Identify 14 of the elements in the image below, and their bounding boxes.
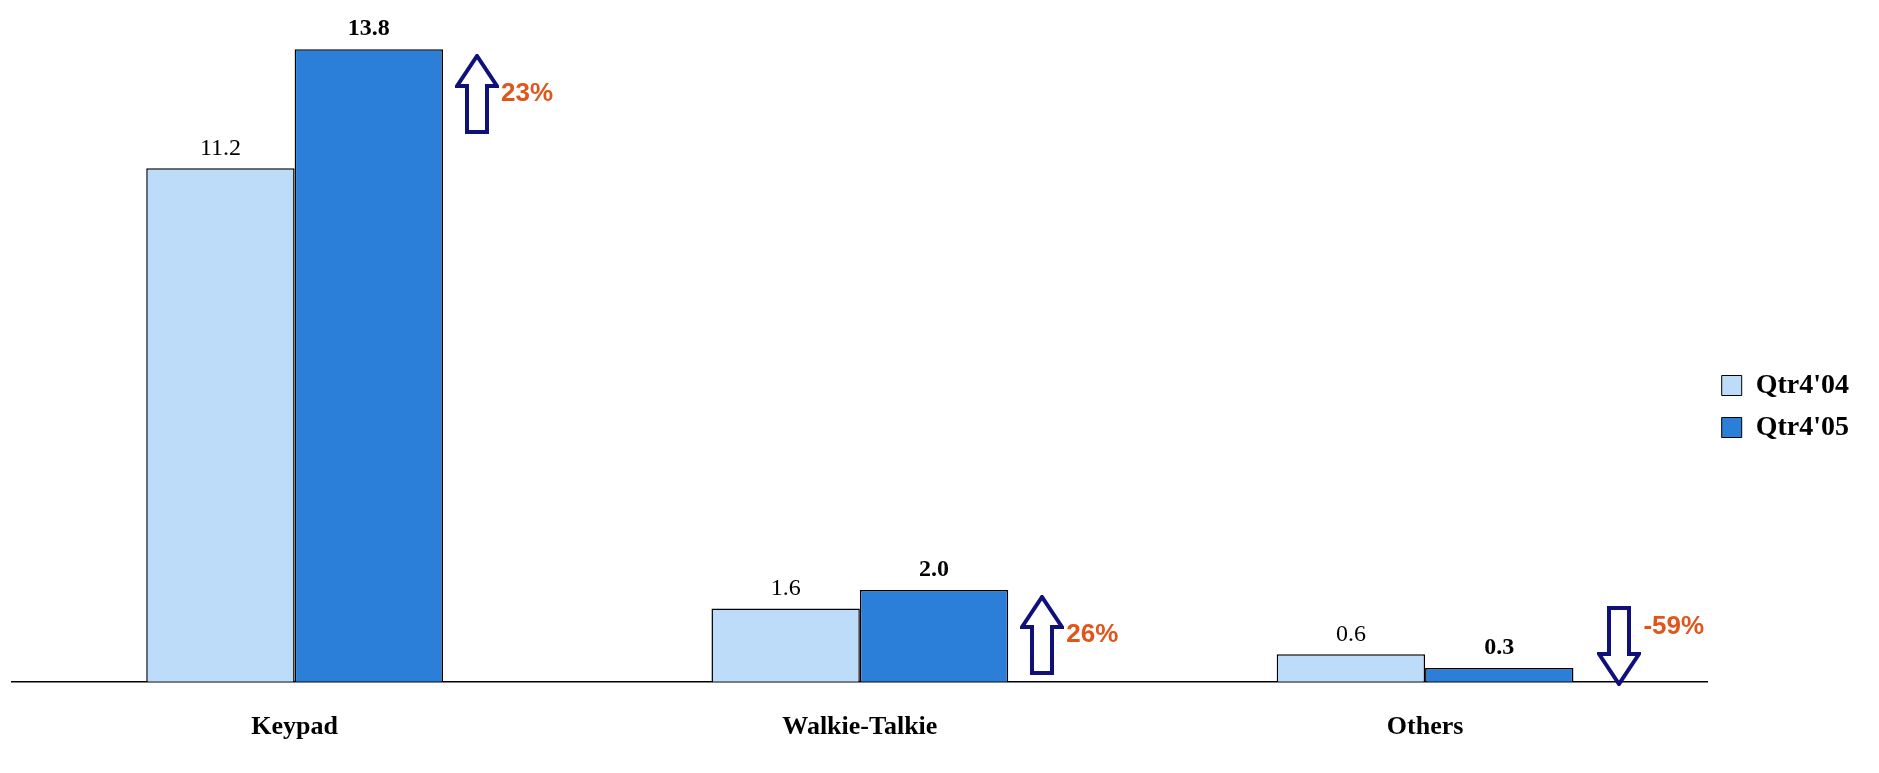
data-label: 13.8 (347, 14, 390, 41)
annotation: 23% (500, 77, 554, 108)
annotation: -59% (1643, 609, 1705, 640)
data-label: 11.2 (199, 133, 241, 160)
legend-label: Qtr4'04 (1755, 367, 1849, 399)
data-label: 0.3 (1484, 633, 1515, 660)
data-label: 1.6 (770, 573, 801, 600)
x-tick-label: Keypad (251, 711, 339, 741)
annotation: 26% (1066, 618, 1119, 649)
data-label: 2.0 (919, 555, 950, 582)
legend-label: Qtr4'05 (1755, 409, 1849, 441)
x-tick-label: Others (1386, 711, 1464, 741)
data-label: 0.6 (1335, 619, 1366, 646)
x-tick-label: Walkie-Talkie (782, 711, 938, 741)
